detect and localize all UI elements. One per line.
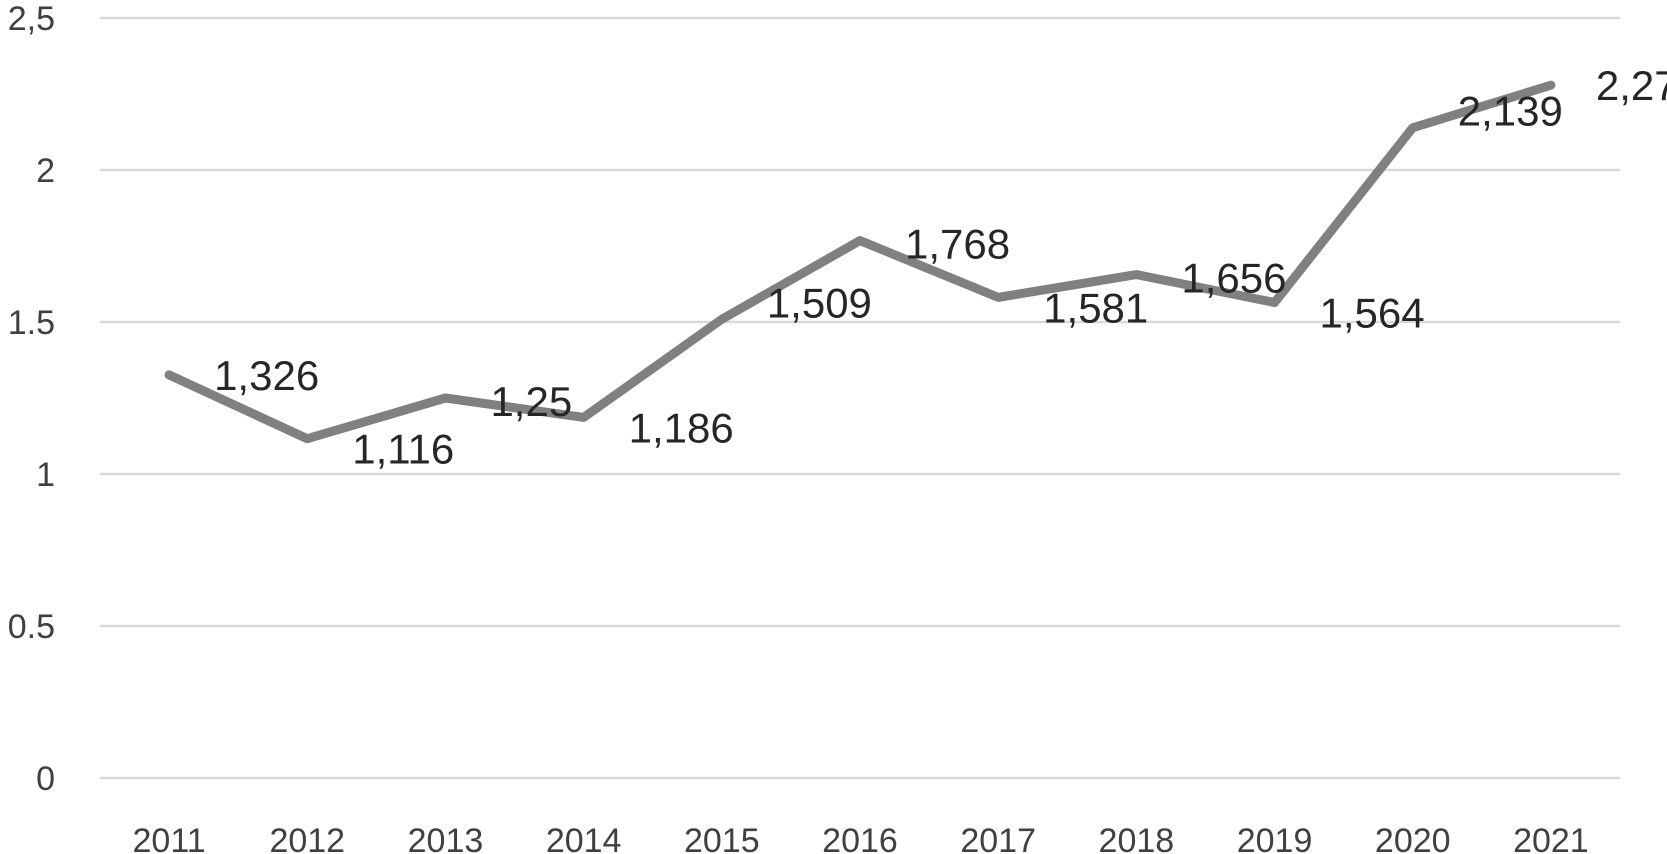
y-tick-label: 0 bbox=[36, 760, 55, 798]
gridlines bbox=[100, 16, 1620, 780]
data-label: 1,656 bbox=[1181, 255, 1286, 302]
data-label: 1,116 bbox=[352, 426, 454, 473]
data-label: 2,279 bbox=[1596, 62, 1667, 109]
data-label: 2,139 bbox=[1458, 88, 1563, 135]
x-tick-label: 2021 bbox=[1513, 822, 1589, 854]
x-tick-label: 2019 bbox=[1237, 822, 1313, 854]
x-tick-label: 2013 bbox=[408, 822, 484, 854]
data-label: 1,509 bbox=[767, 279, 872, 326]
series-layer bbox=[164, 80, 1556, 444]
y-tick-label: 2 bbox=[36, 152, 55, 190]
y-axis-tick-labels: 0 0.5 1 1.5 2 2,5 bbox=[8, 0, 55, 798]
y-tick-label: 1 bbox=[36, 456, 55, 494]
x-tick-label: 2016 bbox=[822, 822, 898, 854]
x-tick-label: 2017 bbox=[960, 822, 1036, 854]
data-label: 1,564 bbox=[1320, 290, 1425, 337]
data-label: 1,326 bbox=[214, 352, 319, 399]
x-tick-label: 2020 bbox=[1375, 822, 1451, 854]
data-label: 1,768 bbox=[905, 221, 1010, 268]
x-tick-label: 2015 bbox=[684, 822, 760, 854]
x-tick-label: 2011 bbox=[133, 822, 206, 854]
y-tick-label: 1.5 bbox=[8, 304, 55, 342]
x-tick-label: 2014 bbox=[546, 822, 622, 854]
y-tick-label: 2,5 bbox=[8, 0, 55, 38]
data-labels: 1,326 1,116 1,25 1,186 1,509 1,768 1,581 1,656 1… bbox=[214, 62, 1667, 473]
data-label: 1,186 bbox=[629, 404, 734, 451]
y-tick-label: 0.5 bbox=[8, 608, 55, 646]
data-label: 1,581 bbox=[1043, 284, 1148, 331]
x-tick-label: 2018 bbox=[1099, 822, 1175, 854]
series-line bbox=[164, 80, 1556, 444]
x-axis-tick-labels: 2011 2012 2013 2014 2015 2016 2017 2018 2019 2020… bbox=[133, 822, 1589, 854]
x-tick-label: 2012 bbox=[269, 822, 345, 854]
data-label: 1,25 bbox=[490, 378, 572, 425]
